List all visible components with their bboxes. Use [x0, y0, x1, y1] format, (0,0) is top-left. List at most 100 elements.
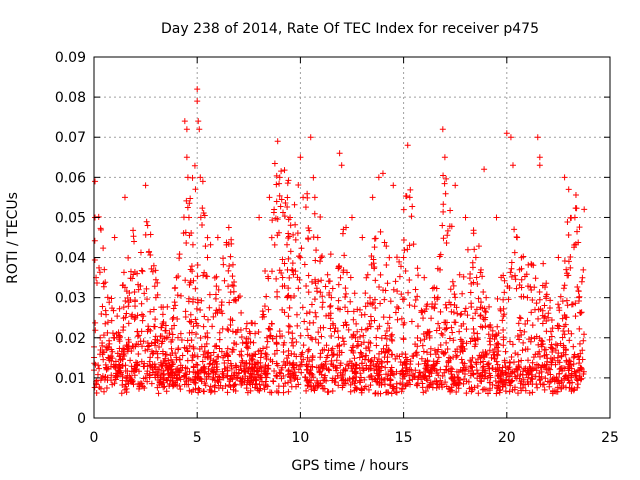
- scatter-point-cloud: [238, 334, 245, 341]
- scatter-point-cloud: [232, 381, 239, 388]
- scatter-point-cloud: [500, 313, 507, 320]
- scatter-point-cloud: [268, 234, 275, 241]
- scatter-point-cloud: [304, 348, 311, 355]
- scatter-point-cloud: [285, 177, 292, 184]
- scatter-point-cloud: [317, 368, 324, 375]
- scatter-point-cloud: [336, 352, 343, 359]
- scatter-point-cloud: [290, 371, 297, 378]
- scatter-point-cloud: [96, 264, 103, 271]
- scatter-point-cloud: [450, 381, 457, 388]
- scatter-point-cloud: [136, 368, 143, 375]
- scatter-point-cloud: [226, 263, 233, 270]
- scatter-point-cloud: [304, 190, 311, 197]
- scatter-point-cloud: [419, 308, 426, 315]
- scatter-point-cloud: [199, 205, 206, 212]
- scatter-point-cloud: [147, 363, 154, 370]
- scatter-point-cloud: [499, 369, 506, 376]
- scatter-point-cloud: [443, 363, 450, 370]
- scatter-point-cloud: [383, 335, 390, 342]
- scatter-point-cloud: [255, 387, 262, 394]
- scatter-point: [194, 98, 201, 105]
- scatter-point-cloud: [436, 253, 443, 260]
- scatter-point-cloud: [97, 347, 104, 354]
- scatter-point: [235, 294, 242, 301]
- scatter-point-cloud: [360, 367, 367, 374]
- scatter-point: [274, 138, 281, 145]
- scatter-point-cloud: [209, 323, 216, 330]
- scatter-point-cloud: [494, 365, 501, 372]
- scatter-point-cloud: [280, 389, 287, 396]
- scatter-point-cloud: [398, 291, 405, 298]
- scatter-point-cloud: [158, 324, 165, 331]
- scatter-point-cloud: [503, 377, 510, 384]
- scatter-point-cloud: [176, 356, 183, 363]
- scatter-point-cloud: [422, 387, 429, 394]
- scatter-point: [524, 294, 531, 301]
- scatter-point-cloud: [344, 361, 351, 368]
- scatter-point-cloud: [575, 354, 582, 361]
- scatter-point-cloud: [216, 374, 223, 381]
- scatter-point-cloud: [439, 372, 446, 379]
- scatter-point-cloud: [420, 315, 427, 322]
- scatter-point-cloud: [142, 347, 149, 354]
- scatter-point-cloud: [414, 334, 421, 341]
- scatter-point-cloud: [204, 234, 211, 241]
- scatter-point-cloud: [170, 305, 177, 312]
- scatter-point-cloud: [435, 354, 442, 361]
- scatter-point-cloud: [158, 304, 165, 311]
- scatter-point-cloud: [514, 372, 521, 379]
- scatter-point-cloud: [180, 230, 187, 237]
- scatter-point-cloud: [542, 375, 549, 382]
- scatter-point-cloud: [417, 337, 424, 344]
- scatter-point-cloud: [450, 337, 457, 344]
- scatter-point: [204, 254, 211, 261]
- scatter-point-cloud: [486, 303, 493, 310]
- scatter-point-cloud: [304, 382, 311, 389]
- scatter-point-cloud: [442, 301, 449, 308]
- scatter-point-cloud: [328, 360, 335, 367]
- scatter-point-cloud: [347, 381, 354, 388]
- scatter-point: [536, 162, 543, 169]
- scatter-point-cloud: [478, 352, 485, 359]
- scatter-point-cloud: [387, 298, 394, 305]
- scatter-point-cloud: [560, 328, 567, 335]
- scatter-point-cloud: [238, 359, 245, 366]
- scatter-point-cloud: [555, 350, 562, 357]
- scatter-point-cloud: [388, 351, 395, 358]
- scatter-point-cloud: [282, 199, 289, 206]
- scatter-point-cloud: [430, 363, 437, 370]
- scatter-point-cloud: [231, 278, 238, 285]
- scatter-point: [328, 294, 335, 301]
- scatter-point-cloud: [325, 388, 332, 395]
- scatter-point-cloud: [105, 354, 112, 361]
- scatter-point-cloud: [470, 329, 477, 336]
- scatter-point-cloud: [365, 386, 372, 393]
- scatter-point-cloud: [187, 311, 194, 318]
- scatter-point-cloud: [471, 246, 478, 253]
- scatter-point-cloud: [528, 334, 535, 341]
- scatter-point-cloud: [221, 277, 228, 284]
- scatter-point-cloud: [371, 296, 378, 303]
- scatter-point: [565, 186, 572, 193]
- scatter-point-cloud: [546, 304, 553, 311]
- scatter-point-cloud: [356, 377, 363, 384]
- scatter-point-cloud: [159, 338, 166, 345]
- x-tick-label: 0: [90, 430, 99, 446]
- scatter-point-cloud: [362, 290, 369, 297]
- scatter-point-cloud: [382, 364, 389, 371]
- scatter-point-cloud: [373, 363, 380, 370]
- scatter-point-cloud: [441, 319, 448, 326]
- scatter-point-cloud: [442, 190, 449, 197]
- scatter-point-cloud: [456, 271, 463, 278]
- scatter-point-cloud: [445, 357, 452, 364]
- scatter-point-cloud: [506, 338, 513, 345]
- scatter-point-cloud: [552, 361, 559, 368]
- scatter-point-cloud: [383, 371, 390, 378]
- scatter-point-cloud: [194, 261, 201, 268]
- scatter-point-cloud: [270, 377, 277, 384]
- scatter-point-cloud: [298, 361, 305, 368]
- scatter-point-cloud: [307, 367, 314, 374]
- scatter-point-cloud: [522, 320, 529, 327]
- scatter-point-cloud: [514, 390, 521, 397]
- scatter-point-cloud: [93, 279, 100, 286]
